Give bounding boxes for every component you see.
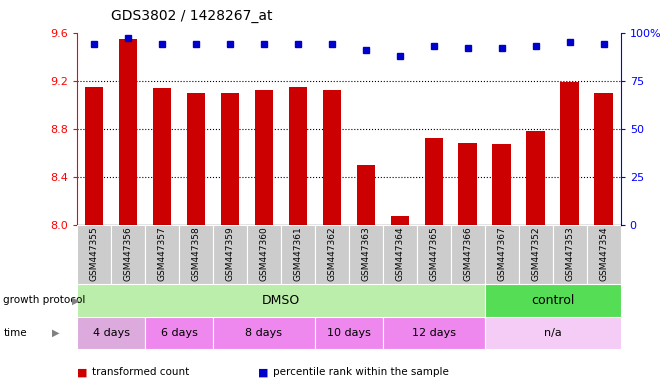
- Bar: [289, 87, 307, 225]
- Bar: [485, 284, 621, 317]
- Text: GSM447363: GSM447363: [362, 226, 370, 281]
- Text: 8 days: 8 days: [246, 328, 282, 338]
- Bar: [187, 93, 205, 225]
- Bar: [281, 225, 315, 284]
- Bar: [553, 225, 586, 284]
- Text: 4 days: 4 days: [93, 328, 130, 338]
- Bar: [111, 225, 145, 284]
- Bar: [77, 225, 111, 284]
- Text: 6 days: 6 days: [160, 328, 197, 338]
- Bar: [213, 317, 315, 349]
- Text: 10 days: 10 days: [327, 328, 371, 338]
- Bar: [485, 317, 621, 349]
- Text: GSM447365: GSM447365: [429, 226, 438, 281]
- Bar: [425, 138, 443, 225]
- Bar: [595, 93, 613, 225]
- Text: ■: ■: [77, 367, 88, 377]
- Text: DMSO: DMSO: [262, 294, 300, 307]
- Bar: [77, 317, 145, 349]
- Text: GSM447364: GSM447364: [395, 226, 405, 281]
- Bar: [77, 284, 485, 317]
- Text: GSM447367: GSM447367: [497, 226, 507, 281]
- Bar: [451, 225, 485, 284]
- Text: control: control: [531, 294, 574, 307]
- Text: percentile rank within the sample: percentile rank within the sample: [273, 367, 449, 377]
- Text: GSM447359: GSM447359: [225, 226, 235, 281]
- Bar: [323, 90, 342, 225]
- Text: growth protocol: growth protocol: [3, 295, 86, 306]
- Bar: [383, 225, 417, 284]
- Bar: [145, 225, 179, 284]
- Text: GSM447357: GSM447357: [158, 226, 166, 281]
- Text: n/a: n/a: [544, 328, 562, 338]
- Text: ■: ■: [258, 367, 269, 377]
- Text: GDS3802 / 1428267_at: GDS3802 / 1428267_at: [111, 9, 272, 23]
- Bar: [255, 90, 273, 225]
- Text: GSM447356: GSM447356: [123, 226, 133, 281]
- Bar: [315, 317, 383, 349]
- Bar: [356, 165, 375, 225]
- Text: time: time: [3, 328, 27, 338]
- Text: GSM447360: GSM447360: [260, 226, 268, 281]
- Bar: [179, 225, 213, 284]
- Text: GSM447352: GSM447352: [531, 226, 540, 281]
- Text: transformed count: transformed count: [92, 367, 189, 377]
- Bar: [145, 317, 213, 349]
- Text: GSM447354: GSM447354: [599, 226, 608, 281]
- Bar: [119, 39, 138, 225]
- Bar: [153, 88, 171, 225]
- Text: GSM447358: GSM447358: [191, 226, 201, 281]
- Text: GSM447361: GSM447361: [293, 226, 303, 281]
- Bar: [221, 93, 240, 225]
- Text: ▶: ▶: [52, 328, 59, 338]
- Text: GSM447366: GSM447366: [463, 226, 472, 281]
- Text: GSM447362: GSM447362: [327, 226, 336, 281]
- Bar: [85, 87, 103, 225]
- Text: 12 days: 12 days: [412, 328, 456, 338]
- Bar: [458, 143, 477, 225]
- Bar: [213, 225, 247, 284]
- Bar: [383, 317, 485, 349]
- Bar: [485, 225, 519, 284]
- Text: ▶: ▶: [72, 295, 79, 306]
- Bar: [527, 131, 545, 225]
- Bar: [586, 225, 621, 284]
- Bar: [417, 225, 451, 284]
- Bar: [519, 225, 553, 284]
- Text: GSM447355: GSM447355: [90, 226, 99, 281]
- Bar: [560, 82, 579, 225]
- Bar: [247, 225, 281, 284]
- Text: GSM447353: GSM447353: [565, 226, 574, 281]
- Bar: [391, 216, 409, 225]
- Bar: [315, 225, 349, 284]
- Bar: [349, 225, 383, 284]
- Bar: [493, 144, 511, 225]
